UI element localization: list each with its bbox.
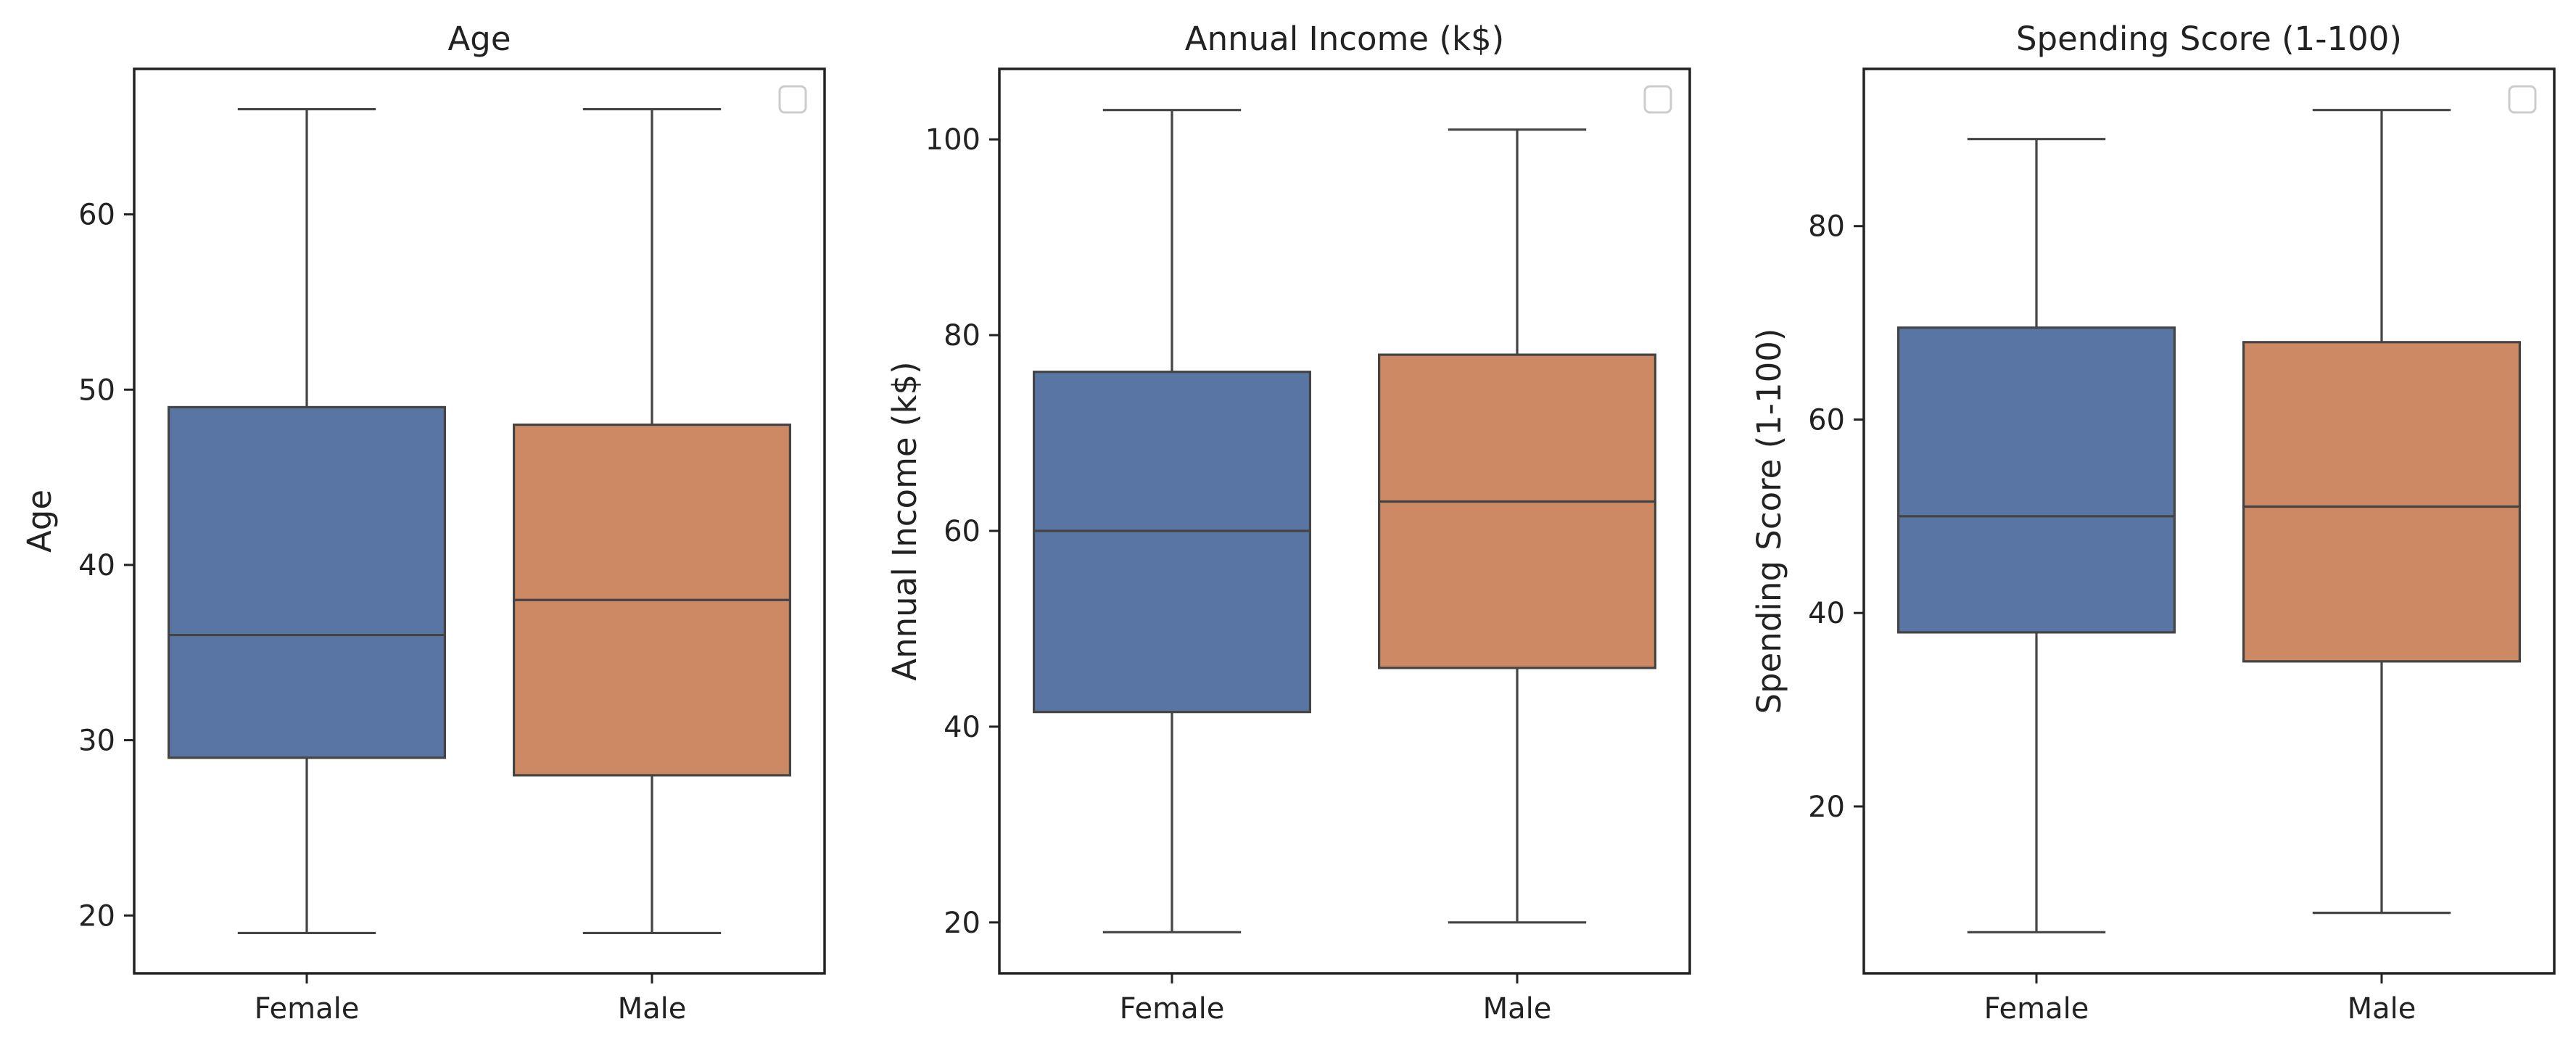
chart-panel-1: 20 40 60 80 100 Female Male Annual Income (k$) A… [886,20,1691,1026]
y-tick-label: 80 [1808,210,1845,244]
chart-panel-2: 20 40 60 80 Female Male Spending Score (1-100)… [1750,20,2556,1026]
x-tick-label: Female [1984,992,2089,1026]
iqr-box [1032,371,1311,714]
y-tick-label: 100 [925,123,981,157]
box-female [1897,138,2176,933]
y-tick-label: 80 [944,319,981,352]
y-tick-label: 30 [78,725,115,758]
y-tick-label: 40 [944,711,981,744]
chart-title: Spending Score (1-100) [2016,20,2402,58]
axes-frame [133,67,826,975]
y-tick-label: 20 [944,907,981,940]
iqr-box [2242,341,2522,663]
x-tick-label: Male [1483,992,1552,1026]
y-tick-label: 40 [78,549,115,582]
x-tick-label: Male [618,992,687,1026]
iqr-box [168,405,446,759]
y-tick-label: 40 [1808,597,1845,630]
box-female [168,107,446,935]
y-axis-label: Spending Score (1-100) [1750,328,1788,714]
axes-frame [998,67,1691,975]
box-female [1032,109,1311,933]
legend-box [2508,85,2537,114]
iqr-box [1377,353,1656,669]
x-tick-label: Male [2348,992,2416,1026]
y-axis-label: Annual Income (k$) [886,361,924,680]
box-male [1377,128,1656,924]
y-tick-label: 60 [78,199,115,232]
y-tick-label: 50 [78,374,115,407]
box-male [2242,109,2522,915]
box-male [512,107,791,935]
x-tick-label: Female [1120,992,1225,1026]
y-tick-label: 60 [944,515,981,548]
x-tick-label: Female [255,992,360,1026]
axes-frame [1862,67,2556,975]
y-tick-label: 60 [1808,403,1845,437]
y-tick-label: 20 [78,899,115,933]
legend-box [778,85,807,114]
iqr-box [1897,326,2176,634]
chart-title: Annual Income (k$) [1185,20,1504,58]
y-axis-label: Age [20,490,59,553]
legend-box [1643,85,1672,114]
chart-title: Age [447,20,511,58]
chart-panel-0: 20 30 40 50 60 Female Male Age Age [20,20,826,1026]
y-tick-label: 20 [1808,791,1845,824]
